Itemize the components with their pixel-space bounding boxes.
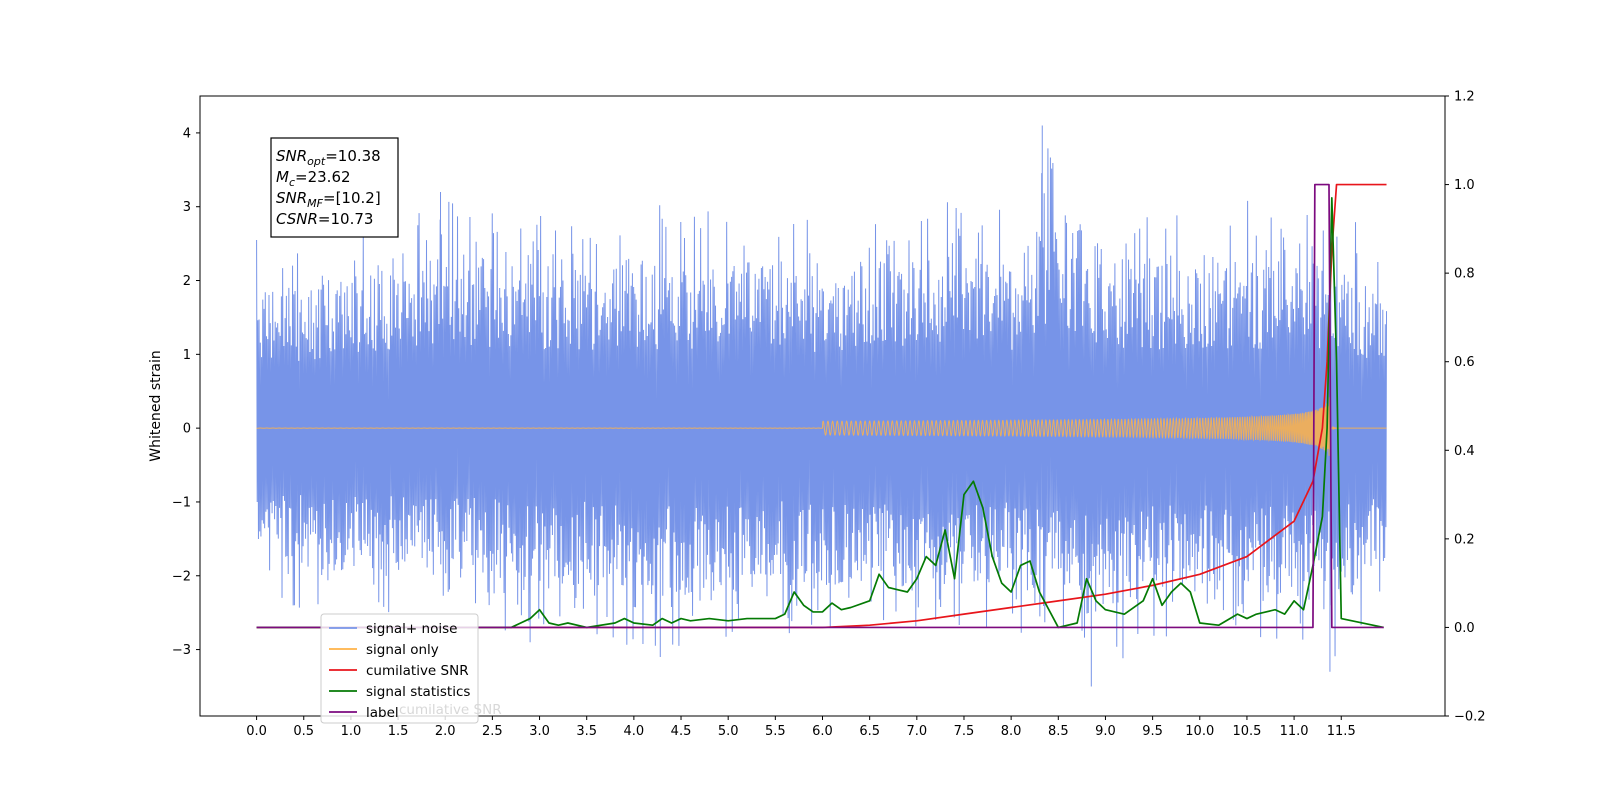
y-left-tick-label: −1 <box>172 495 191 510</box>
y-left-tick-label: 2 <box>183 274 191 289</box>
legend-frame <box>320 613 479 724</box>
y-left-tick-label: −3 <box>172 643 191 658</box>
x-tick-label: 2.5 <box>482 724 503 739</box>
y-left-tick-label: −2 <box>172 569 191 584</box>
legend-label: signal only <box>366 642 439 658</box>
x-tick-label: 3.0 <box>529 724 550 739</box>
series-layer <box>256 125 1388 687</box>
info-box: SNRopt=10.38Mc=23.62SNRMF=[10.2]CSNR=10.… <box>270 137 399 238</box>
x-tick-label: 1.5 <box>388 724 409 739</box>
info-line: CSNR=10.73 <box>276 210 373 228</box>
x-tick-label: 9.0 <box>1095 724 1116 739</box>
x-tick-label: 0.0 <box>246 724 267 739</box>
x-tick-label: 2.0 <box>435 724 456 739</box>
info-line: SNRMF=[10.2] <box>276 189 381 210</box>
x-tick-label: 1.0 <box>341 724 362 739</box>
x-axis: 0.0 0.5 1.0 1.5 2.0 2.5 3.0 3.5 4.0 4.5 5.0 5.5 6.0 6… <box>246 716 1356 739</box>
y-right-tick-label: −0.2 <box>1454 710 1486 725</box>
x-tick-label: 11.0 <box>1280 724 1309 739</box>
y-right-tick-label: 0.0 <box>1454 621 1475 636</box>
legend: cumilative SNR signal+ noise signal only c… <box>320 613 502 724</box>
x-tick-label: 5.5 <box>765 724 786 739</box>
x-tick-label: 0.5 <box>293 724 314 739</box>
x-tick-label: 4.5 <box>671 724 692 739</box>
legend-label: cumilative SNR <box>366 663 469 679</box>
info-line: SNRopt=10.38 <box>276 147 381 168</box>
x-tick-label: 7.0 <box>906 724 927 739</box>
info-box-frame <box>270 137 399 238</box>
series-cumulative-snr <box>256 183 1387 629</box>
y-axis-right: −0.2 0.0 0.2 0.4 0.6 0.8 1.0 1.2 <box>1445 90 1486 725</box>
series-signal-noise <box>256 125 1388 687</box>
legend-label: label <box>366 705 399 721</box>
y-right-tick-label: 1.0 <box>1454 178 1475 193</box>
series-signal-statistics <box>256 197 1384 629</box>
y-left-tick-label: 1 <box>183 348 191 363</box>
x-tick-label: 5.0 <box>718 724 739 739</box>
y-axis-left-label: Whitened strain <box>148 350 164 461</box>
series-signal-only <box>256 397 1387 456</box>
y-right-tick-label: 1.2 <box>1454 90 1475 105</box>
y-right-tick-label: 0.4 <box>1454 444 1475 459</box>
y-left-tick-label: 0 <box>183 422 191 437</box>
x-tick-label: 11.5 <box>1327 724 1356 739</box>
x-tick-label: 8.0 <box>1001 724 1022 739</box>
y-right-tick-label: 0.2 <box>1454 532 1475 547</box>
legend-label: signal+ noise <box>366 621 457 637</box>
x-tick-label: 4.0 <box>624 724 645 739</box>
x-tick-label: 6.0 <box>812 724 833 739</box>
x-tick-label: 10.0 <box>1185 724 1214 739</box>
x-tick-label: 7.5 <box>954 724 975 739</box>
y-left-tick-label: 3 <box>183 200 191 215</box>
x-tick-label: 6.5 <box>859 724 880 739</box>
x-tick-label: 8.5 <box>1048 724 1069 739</box>
series-label <box>256 183 1384 629</box>
x-tick-label: 10.5 <box>1232 724 1261 739</box>
legend-label: signal statistics <box>366 684 470 700</box>
y-left-tick-label: 4 <box>183 126 191 141</box>
info-line: Mc=23.62 <box>276 168 351 189</box>
legend-ghost-label: cumilative SNR <box>399 702 502 718</box>
y-right-tick-label: 0.6 <box>1454 355 1475 370</box>
x-tick-label: 9.5 <box>1142 724 1163 739</box>
x-tick-label: 3.5 <box>576 724 597 739</box>
y-right-tick-label: 0.8 <box>1454 267 1475 282</box>
y-axis-left: −3 −2 −1 0 1 2 3 4 <box>172 126 200 658</box>
